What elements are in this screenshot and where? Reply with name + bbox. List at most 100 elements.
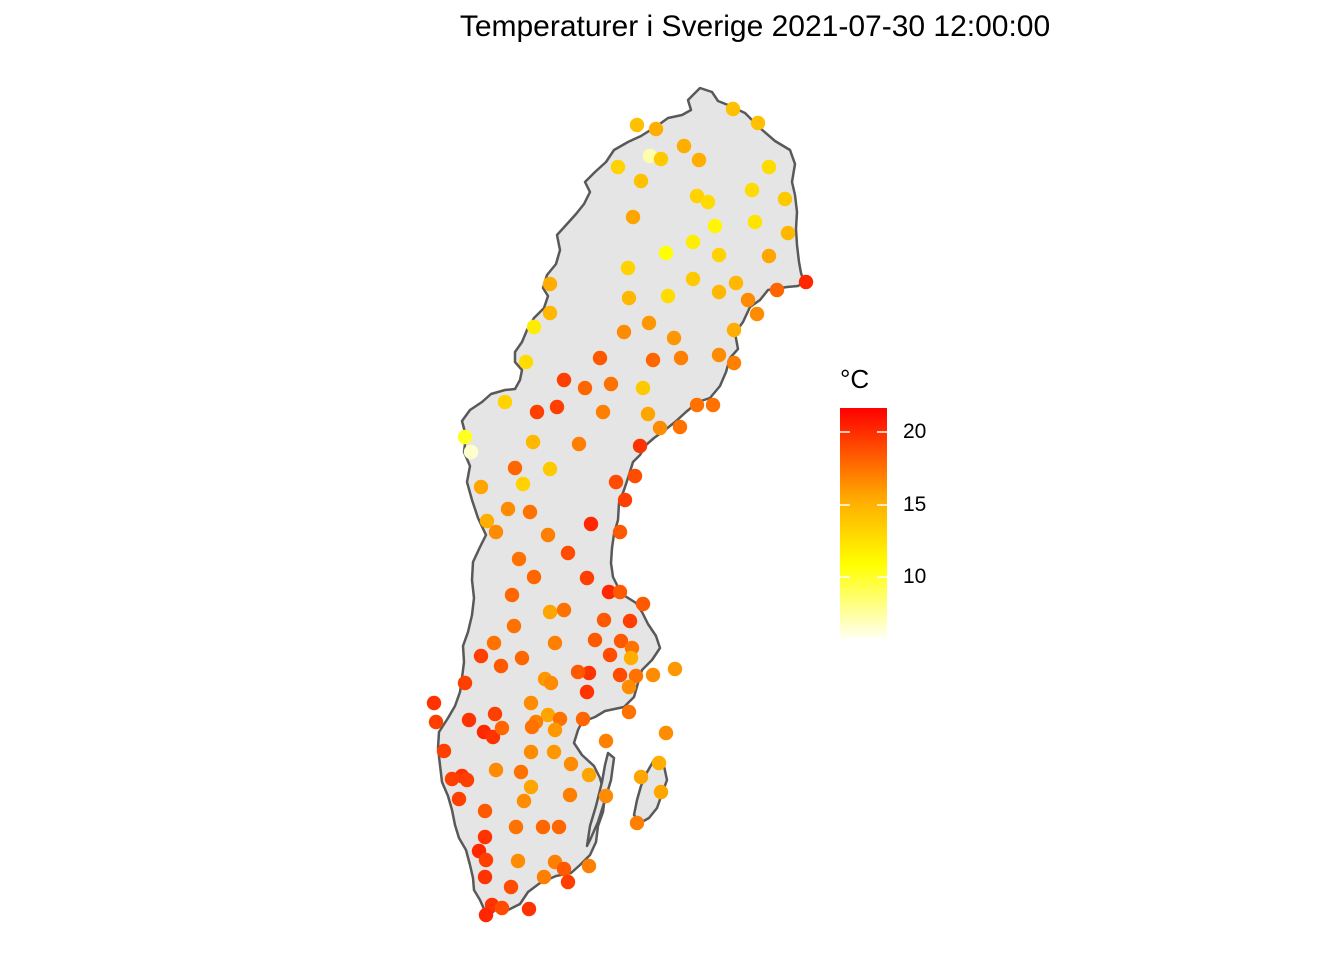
- station-point: [461, 712, 477, 728]
- station-point: [673, 350, 689, 366]
- station-point: [617, 492, 633, 508]
- station-point: [749, 306, 765, 322]
- station-point: [549, 399, 565, 415]
- station-point: [526, 569, 542, 585]
- station-point: [523, 779, 539, 795]
- station-point: [635, 380, 651, 396]
- station-point: [623, 650, 639, 666]
- station-point: [653, 151, 669, 167]
- station-point: [689, 397, 705, 413]
- station-point: [436, 743, 452, 759]
- station-point: [740, 292, 756, 308]
- station-point: [645, 667, 661, 683]
- station-point: [515, 476, 531, 492]
- station-point: [560, 874, 576, 890]
- map-title: Temperaturer i Sverige 2021-07-30 12:00:…: [459, 10, 1051, 43]
- station-point: [728, 275, 744, 291]
- station-point: [612, 667, 628, 683]
- station-point: [621, 679, 637, 695]
- station-point: [651, 755, 667, 771]
- station-point: [487, 706, 503, 722]
- station-point: [579, 570, 595, 586]
- station-point: [632, 438, 648, 454]
- station-point: [546, 744, 562, 760]
- station-point: [488, 524, 504, 540]
- station-point: [542, 276, 558, 292]
- station-point: [761, 159, 777, 175]
- station-point: [478, 852, 494, 868]
- station-point: [726, 322, 742, 338]
- station-point: [642, 148, 658, 164]
- station-point: [601, 584, 617, 600]
- station-point: [570, 664, 586, 680]
- station-point: [579, 684, 595, 700]
- station-point: [510, 853, 526, 869]
- station-point: [596, 612, 612, 628]
- station-point: [552, 711, 568, 727]
- station-point: [547, 635, 563, 651]
- station-point: [676, 138, 692, 154]
- station-point: [621, 290, 637, 306]
- station-point: [685, 271, 701, 287]
- station-point: [581, 767, 597, 783]
- station-point: [658, 725, 674, 741]
- station-point: [543, 675, 559, 691]
- station-point: [477, 803, 493, 819]
- station-point: [506, 618, 522, 634]
- station-point: [648, 121, 664, 137]
- station-point: [478, 907, 494, 923]
- legend-title: °C: [840, 364, 870, 394]
- station-point: [426, 695, 442, 711]
- station-point: [556, 861, 572, 877]
- station-point: [514, 650, 530, 666]
- station-point: [485, 729, 501, 745]
- station-point: [459, 772, 475, 788]
- station-point: [547, 722, 563, 738]
- station-point: [598, 733, 614, 749]
- station-point: [612, 524, 628, 540]
- station-point: [562, 787, 578, 803]
- legend-tick-label: 15: [903, 493, 927, 516]
- station-point: [777, 191, 793, 207]
- station-point: [522, 504, 538, 520]
- legend-tick-label: 10: [903, 565, 927, 588]
- station-point: [523, 744, 539, 760]
- station-point: [463, 444, 479, 460]
- station-point: [658, 245, 674, 261]
- station-point: [707, 218, 723, 234]
- station-point: [503, 879, 519, 895]
- station-point: [488, 762, 504, 778]
- station-point: [493, 658, 509, 674]
- station-point: [518, 354, 534, 370]
- station-point: [494, 720, 510, 736]
- station-point: [610, 159, 626, 175]
- station-point: [556, 602, 572, 618]
- station-point: [497, 394, 513, 410]
- station-point: [477, 869, 493, 885]
- station-point: [666, 330, 682, 346]
- station-point: [540, 527, 556, 543]
- station-point: [691, 152, 707, 168]
- station-point: [700, 194, 716, 210]
- station-point: [685, 234, 701, 250]
- station-point: [457, 429, 473, 445]
- station-point: [592, 350, 608, 366]
- station-point: [612, 584, 628, 600]
- station-point: [726, 355, 742, 371]
- station-point: [486, 635, 502, 651]
- station-point: [556, 372, 572, 388]
- station-point: [577, 380, 593, 396]
- station-point: [477, 829, 493, 845]
- station-point: [629, 117, 645, 133]
- station-point: [627, 468, 643, 484]
- station-point: [560, 545, 576, 561]
- station-point: [744, 182, 760, 198]
- station-point: [581, 858, 597, 874]
- station-point: [750, 115, 766, 131]
- station-point: [513, 764, 529, 780]
- station-point: [595, 404, 611, 420]
- station-point: [621, 704, 637, 720]
- station-point: [635, 596, 651, 612]
- station-point: [551, 819, 567, 835]
